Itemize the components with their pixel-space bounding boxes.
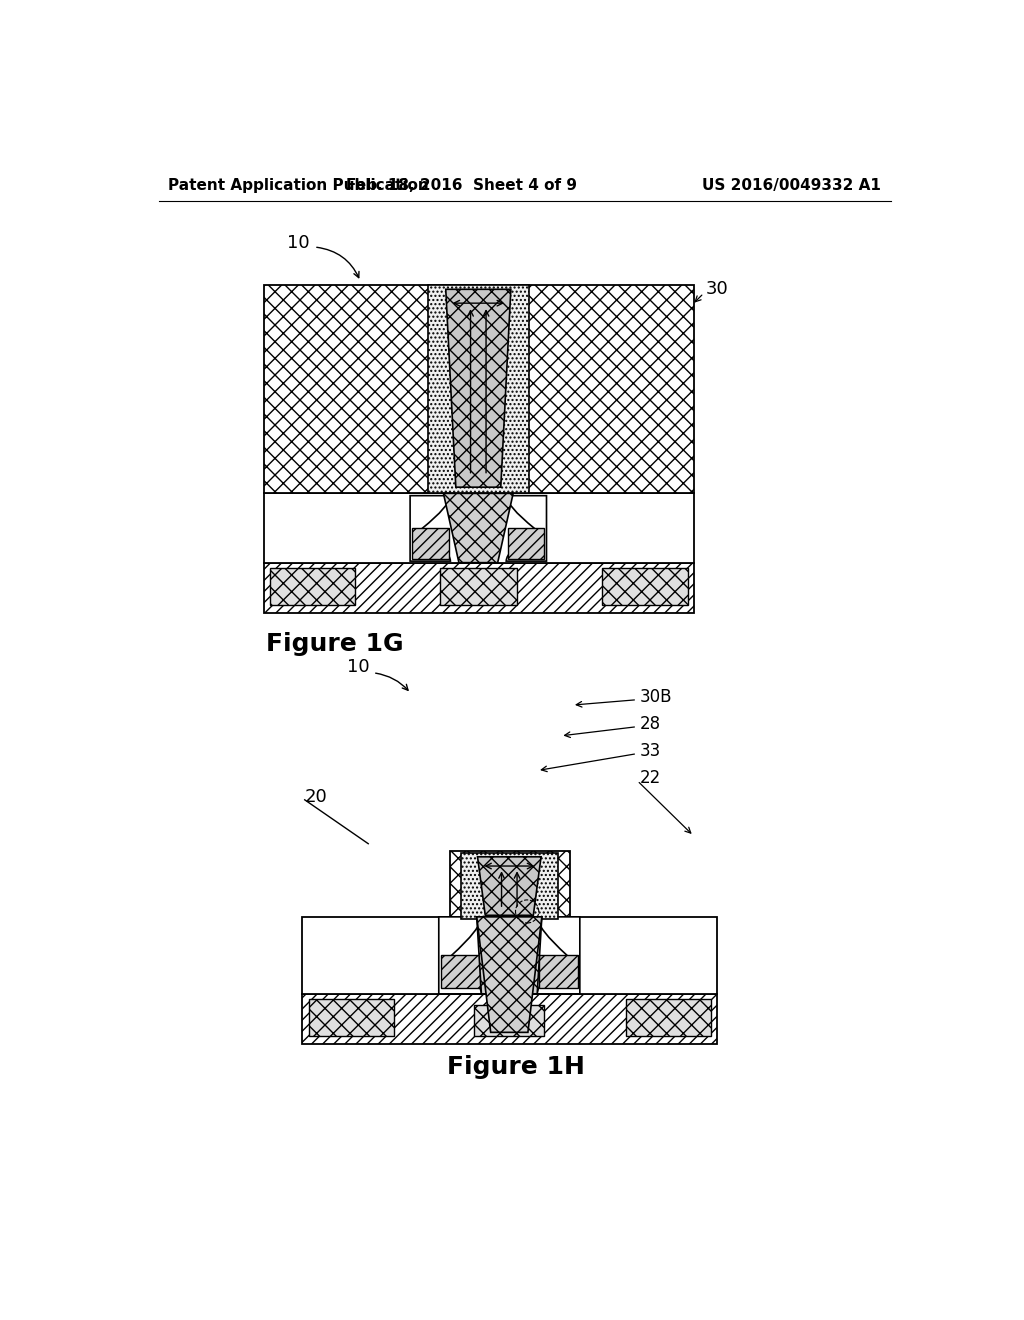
Text: Feb. 18, 2016  Sheet 4 of 9: Feb. 18, 2016 Sheet 4 of 9 bbox=[346, 178, 577, 193]
Bar bbox=[263, 562, 693, 612]
Bar bbox=[441, 956, 480, 987]
Text: 33: 33 bbox=[640, 742, 660, 760]
PathPatch shape bbox=[506, 496, 547, 561]
Text: 10: 10 bbox=[287, 234, 309, 252]
Bar bbox=[302, 917, 717, 994]
Text: US 2016/0049332 A1: US 2016/0049332 A1 bbox=[702, 178, 882, 193]
Bar bbox=[270, 568, 355, 605]
Bar bbox=[602, 568, 687, 605]
Bar bbox=[474, 1006, 544, 1036]
Text: Patent Application Publication: Patent Application Publication bbox=[168, 178, 429, 193]
Text: 30: 30 bbox=[706, 280, 728, 298]
Polygon shape bbox=[445, 289, 511, 487]
Bar bbox=[413, 528, 449, 558]
Text: 10: 10 bbox=[346, 657, 370, 676]
Bar bbox=[263, 494, 693, 562]
Bar bbox=[439, 568, 517, 605]
Text: 28: 28 bbox=[640, 715, 660, 734]
Text: 22: 22 bbox=[640, 770, 660, 787]
Polygon shape bbox=[477, 857, 541, 915]
Text: Figure 1G: Figure 1G bbox=[266, 632, 403, 656]
Polygon shape bbox=[477, 917, 542, 994]
Bar bbox=[263, 285, 693, 494]
Bar bbox=[508, 528, 544, 558]
Text: Figure 1H: Figure 1H bbox=[446, 1056, 585, 1080]
PathPatch shape bbox=[438, 917, 481, 994]
Bar bbox=[626, 999, 711, 1036]
Bar bbox=[428, 285, 528, 494]
Bar bbox=[308, 999, 394, 1036]
Text: 20: 20 bbox=[305, 788, 328, 807]
Polygon shape bbox=[443, 494, 513, 562]
Bar bbox=[539, 956, 578, 987]
Bar bbox=[461, 853, 558, 919]
Polygon shape bbox=[477, 917, 542, 1032]
Text: 30B: 30B bbox=[640, 689, 672, 706]
PathPatch shape bbox=[410, 496, 451, 561]
Bar bbox=[302, 994, 717, 1044]
PathPatch shape bbox=[538, 917, 580, 994]
Bar bbox=[450, 851, 569, 921]
